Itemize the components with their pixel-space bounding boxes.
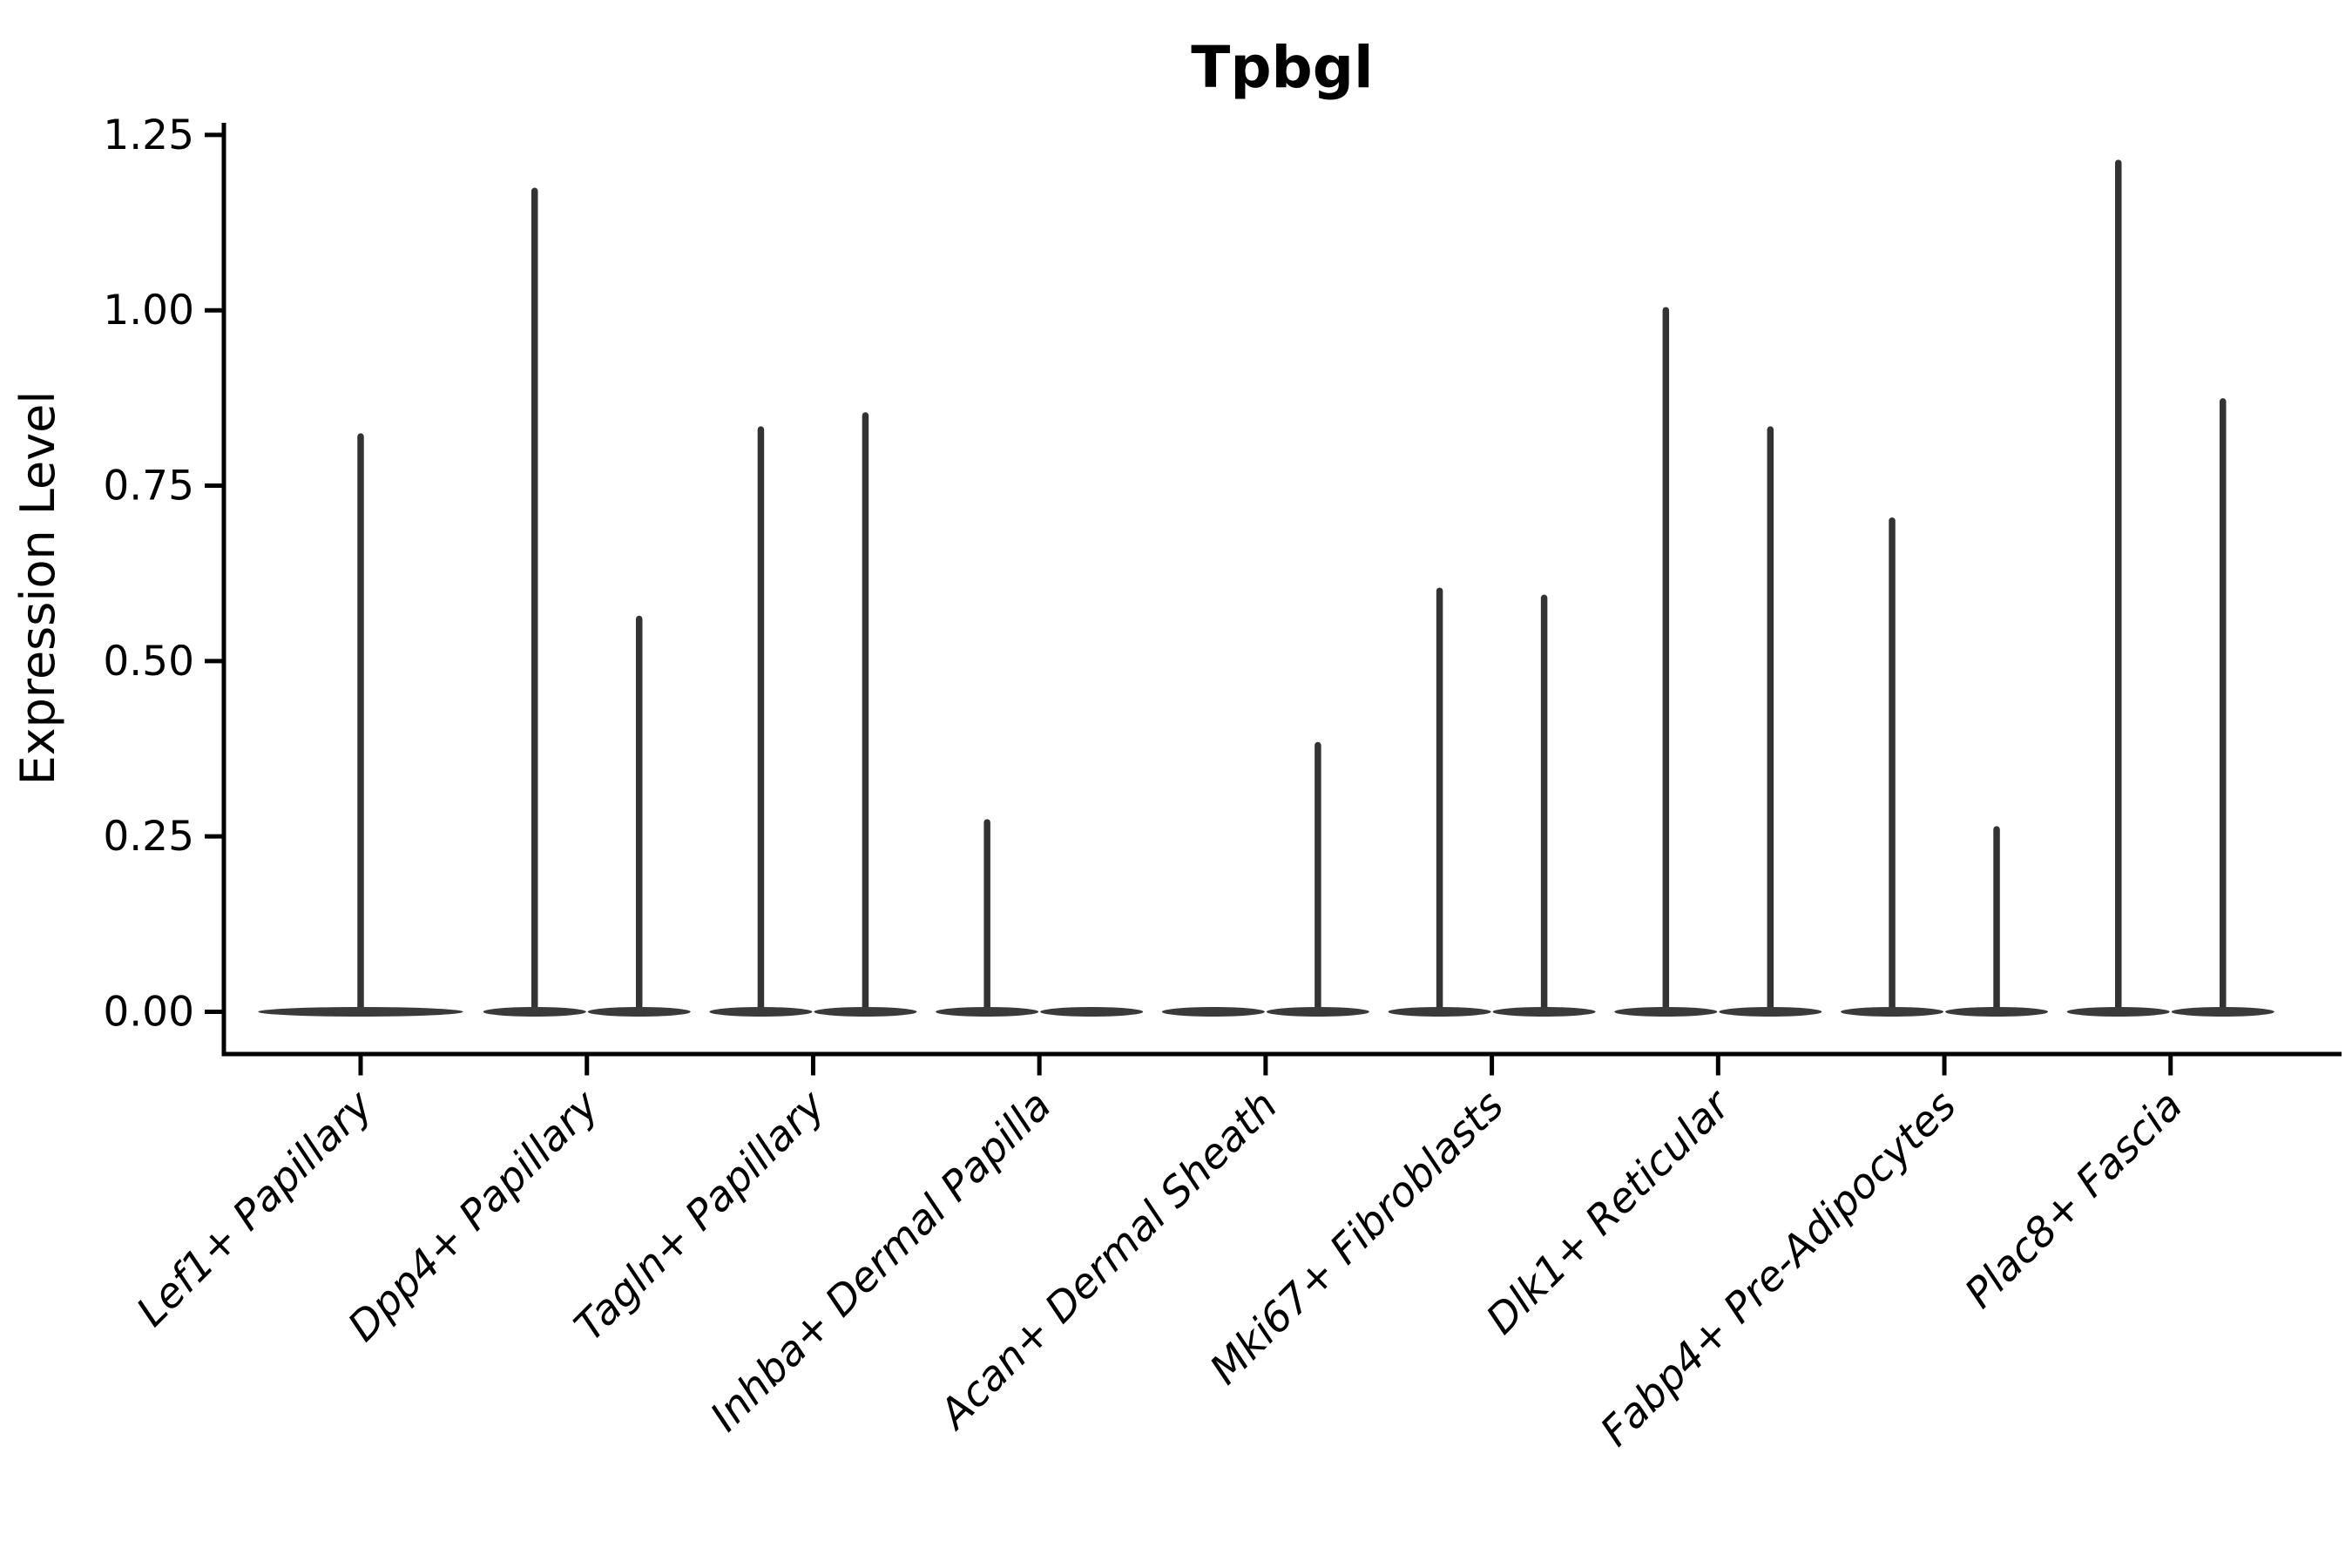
violin-body	[936, 1007, 1039, 1017]
violin-body	[483, 1007, 586, 1017]
violin-body	[1266, 1007, 1369, 1017]
y-tick-label: 0.50	[103, 638, 194, 686]
violin-body	[2066, 1007, 2170, 1017]
x-tick-label: Lef1+ Papillary	[127, 1081, 382, 1336]
violin-body	[1841, 1007, 1944, 1017]
x-tick-label: Dpp4+ Papillary	[339, 1081, 609, 1351]
violin-body	[1614, 1007, 1718, 1017]
violin-body	[1945, 1007, 2049, 1017]
violin-body	[1161, 1007, 1265, 1017]
x-tick-label: Fabp4+ Pre-Adipocytes	[1592, 1082, 1965, 1456]
violin-body	[709, 1007, 813, 1017]
y-tick-label: 1.00	[103, 287, 194, 335]
violin-body	[2171, 1007, 2274, 1017]
x-tick-label: Plac8+ Fascia	[1956, 1082, 2192, 1318]
violin-body	[258, 1007, 463, 1017]
violin-body	[814, 1007, 917, 1017]
violin-body	[1040, 1007, 1144, 1017]
violin-body	[1388, 1007, 1491, 1017]
chart-title: Tpbgl	[1191, 34, 1373, 101]
y-tick-label: 1.25	[103, 112, 194, 159]
violin-body	[587, 1007, 691, 1017]
y-tick-label: 0.00	[103, 989, 194, 1037]
x-tick-label: Tagln+ Papillary	[565, 1081, 835, 1351]
y-axis-label: Expression Level	[10, 391, 65, 786]
x-tick-label: Dlk1+ Reticular	[1477, 1080, 1741, 1344]
y-tick-label: 0.25	[103, 813, 194, 861]
violin-body	[1719, 1007, 1822, 1017]
violin-body	[1492, 1007, 1596, 1017]
y-tick-label: 0.75	[103, 463, 194, 510]
